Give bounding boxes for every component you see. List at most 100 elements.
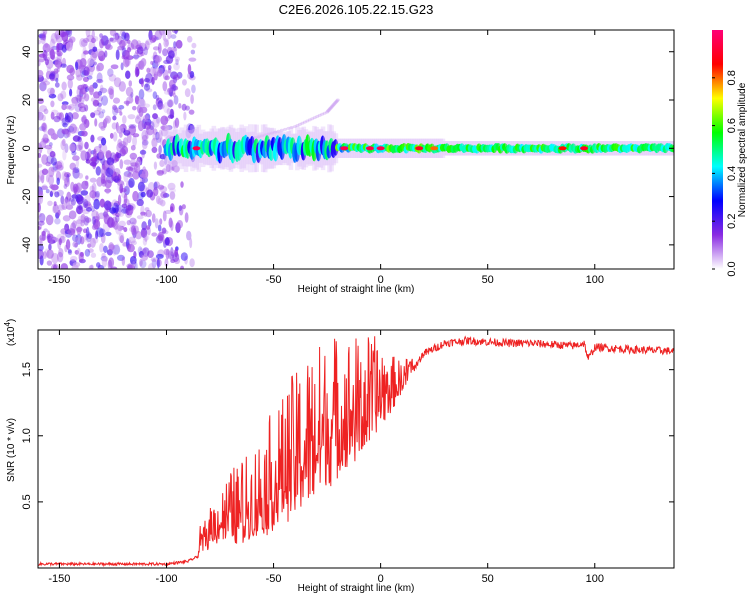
noise-point [54, 50, 62, 55]
noise-point [155, 131, 160, 141]
noise-point [92, 82, 98, 89]
noise-point [61, 138, 66, 147]
chirp-point [256, 135, 261, 139]
noise-point [157, 100, 163, 110]
noise-point [129, 152, 138, 160]
noise-point [174, 248, 179, 258]
noise-point [180, 265, 184, 269]
noise-point [93, 198, 101, 210]
noise-point [155, 195, 161, 205]
signal-band [163, 124, 674, 173]
noise-point [136, 46, 144, 55]
noise-point [60, 90, 67, 100]
noise-point [40, 174, 45, 184]
band-peak [192, 146, 201, 151]
chart-title: C2E6.2026.105.22.15.G23 [279, 2, 434, 17]
noise-point [76, 194, 84, 205]
noise-point [48, 166, 55, 178]
noise-point [89, 185, 95, 192]
noise-point [64, 180, 69, 186]
noise-point [153, 161, 158, 170]
colorbar-tick-label: 0.2 [726, 214, 738, 229]
noise-point [83, 93, 90, 102]
snr-y-tick-label: 1.5 [21, 362, 33, 377]
noise-point [128, 236, 136, 244]
noise-point [150, 60, 154, 65]
noise-point [156, 116, 161, 124]
noise-point [79, 92, 87, 99]
noise-point [93, 110, 101, 116]
noise-point [68, 210, 77, 220]
noise-point [41, 184, 48, 190]
noise-point [137, 246, 143, 255]
noise-point [101, 252, 106, 259]
noise-point [98, 149, 104, 159]
noise-point [38, 235, 43, 246]
noise-point [126, 207, 130, 216]
noise-point [62, 215, 71, 222]
chirp-point [331, 103, 336, 107]
noise-point [152, 113, 158, 120]
noise-point [84, 248, 91, 257]
noise-point [75, 158, 79, 168]
noise-point [61, 103, 67, 111]
noise-point [146, 67, 151, 74]
spectrogram-x-tick-label: 100 [586, 274, 604, 286]
noise-point [87, 148, 92, 158]
noise-point [156, 69, 163, 77]
noise-point [56, 177, 60, 186]
noise-point [46, 155, 54, 165]
noise-point [168, 79, 176, 89]
noise-point [140, 106, 148, 114]
noise-point [106, 157, 115, 166]
noise-point [118, 232, 125, 243]
noise-point [155, 253, 164, 259]
snr-y-axis: 0.5 1.0 1.5 [21, 362, 674, 510]
noise-point [109, 207, 117, 214]
spectrogram-y-tick-label: 20 [21, 94, 33, 106]
noise-point [171, 84, 177, 92]
noise-point [171, 160, 178, 168]
noise-point [99, 35, 107, 43]
snr-x-tick-label: 50 [482, 573, 494, 585]
chirp-point [334, 99, 339, 103]
noise-point [49, 38, 55, 50]
noise-point [38, 249, 44, 260]
noise-point [189, 258, 195, 268]
noise-point [77, 139, 84, 151]
noise-point [110, 152, 117, 162]
noise-point [126, 39, 131, 44]
noise-point [95, 166, 101, 176]
noise-point [117, 180, 125, 187]
noise-point [169, 187, 176, 194]
noise-point [155, 94, 160, 101]
noise-point [127, 114, 136, 120]
noise-point [173, 95, 179, 105]
noise-point [86, 75, 93, 80]
noise-point [139, 114, 143, 124]
noise-point [46, 249, 54, 259]
noise-point [134, 66, 140, 78]
noise-point [155, 235, 164, 244]
chirp-point [326, 108, 331, 112]
noise-point [74, 95, 80, 101]
noise-point [65, 42, 73, 52]
noise-point [57, 209, 61, 216]
noise-point [57, 93, 64, 102]
spectrogram-y-label: Frequency (Hz) [6, 116, 17, 185]
noise-point [116, 254, 125, 262]
noise-point [145, 209, 152, 218]
noise-point [172, 74, 180, 81]
noise-point [168, 217, 173, 228]
noise-point [109, 37, 114, 42]
spectrogram-x-tick-label: 50 [482, 274, 494, 286]
noise-point [91, 30, 95, 39]
noise-point [164, 75, 170, 81]
noise-point [69, 123, 77, 134]
noise-point [79, 37, 86, 48]
noise-point [139, 259, 147, 269]
noise-point [106, 249, 113, 256]
noise-point [49, 184, 55, 189]
noise-point [54, 58, 62, 68]
noise-point [157, 197, 164, 206]
